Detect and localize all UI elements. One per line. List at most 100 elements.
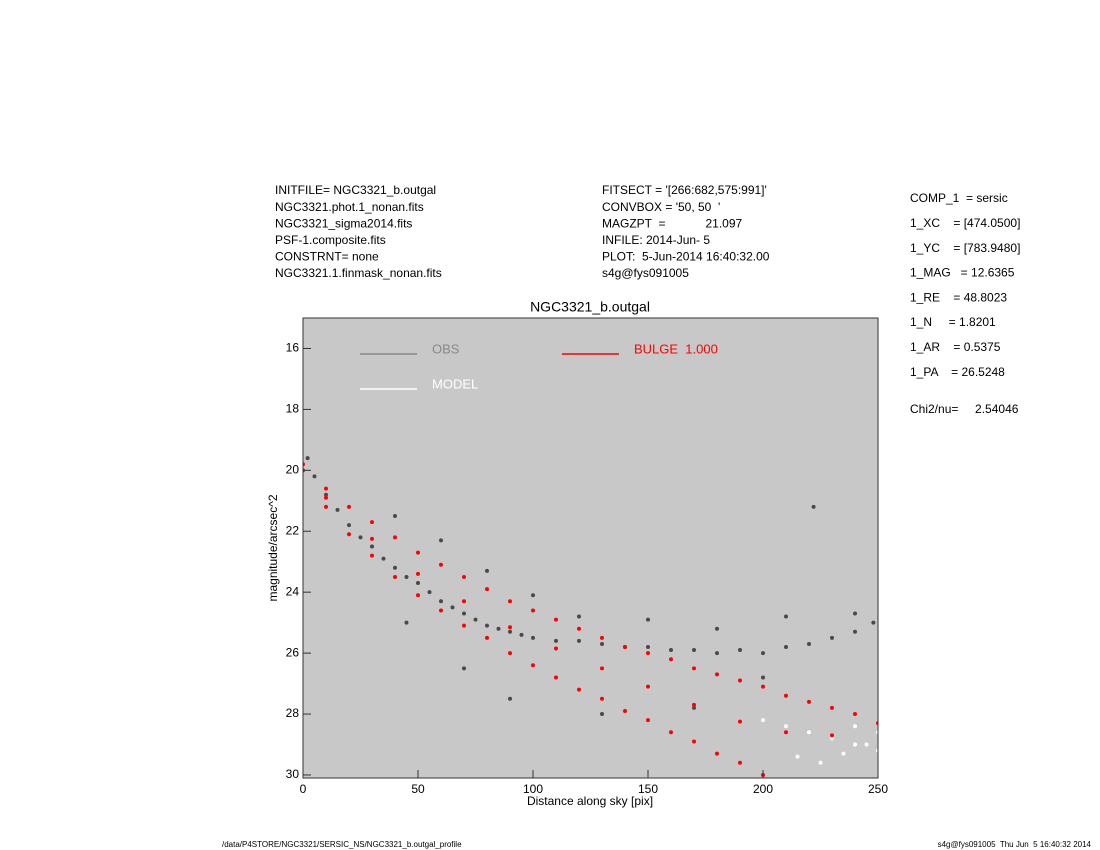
fit-param: 1_AR = 0.5375 — [910, 340, 1001, 354]
legend-label: MODEL — [432, 376, 478, 391]
point — [600, 712, 604, 717]
point — [600, 696, 604, 701]
point — [669, 657, 673, 662]
point — [393, 574, 397, 579]
point — [416, 593, 420, 598]
point — [807, 699, 811, 704]
point — [508, 599, 512, 604]
x-tick-label: 150 — [638, 782, 658, 796]
point — [370, 536, 374, 541]
point — [519, 632, 524, 637]
point — [646, 684, 650, 689]
point — [393, 535, 397, 540]
point — [531, 593, 535, 598]
point — [577, 638, 581, 643]
point — [485, 635, 489, 640]
point — [485, 623, 489, 628]
point — [531, 635, 535, 640]
fit-param: 1_PA = 26.5248 — [910, 365, 1005, 379]
point — [554, 646, 558, 651]
point — [738, 678, 742, 683]
fit-param: 1_XC = [474.0500] — [910, 216, 1020, 230]
point — [761, 684, 765, 689]
point — [600, 666, 604, 671]
point — [462, 574, 466, 579]
point — [473, 617, 478, 622]
point — [439, 538, 443, 543]
point — [692, 702, 696, 707]
y-tick-label: 20 — [286, 462, 300, 476]
header-line: NGC3321_sigma2014.fits — [275, 216, 412, 230]
point — [853, 742, 857, 747]
point — [370, 520, 374, 525]
x-tick-label: 50 — [411, 782, 425, 796]
footer-right: s4g@fys091005 Thu Jun 5 16:40:32 2014 — [938, 840, 1092, 849]
point — [830, 733, 834, 738]
point — [738, 719, 742, 724]
point — [416, 571, 420, 576]
point — [646, 617, 650, 622]
header-line: MAGZPT = 21.097 — [602, 216, 742, 230]
y-axis-label: magnitude/arcsec^2 — [266, 494, 280, 601]
point — [508, 629, 512, 634]
x-tick-label: 0 — [300, 782, 307, 796]
point — [439, 608, 443, 613]
point — [807, 730, 811, 735]
point — [554, 617, 558, 622]
point — [807, 641, 811, 646]
point — [761, 718, 765, 723]
plot-frame — [302, 317, 879, 779]
point — [347, 523, 351, 528]
y-tick-label: 22 — [286, 523, 300, 537]
point — [600, 635, 604, 640]
point — [554, 675, 558, 680]
y-tick-label: 18 — [286, 402, 300, 416]
point — [347, 504, 351, 509]
point — [462, 623, 466, 628]
point — [404, 620, 409, 625]
point — [577, 687, 581, 692]
point — [358, 535, 363, 540]
chi2: Chi2/nu= 2.54046 — [910, 402, 1019, 416]
point — [830, 705, 834, 710]
point — [761, 675, 765, 680]
point — [324, 486, 328, 491]
point — [393, 514, 397, 519]
point — [715, 651, 719, 656]
x-tick-label: 200 — [753, 782, 773, 796]
point — [692, 705, 696, 710]
footer-left: /data/P4STORE/NGC3321/SERSIC_NS/NGC3321_… — [222, 840, 462, 849]
point — [508, 625, 512, 630]
fit-param: 1_MAG = 12.6365 — [910, 266, 1015, 280]
point — [738, 760, 742, 765]
point — [830, 635, 834, 640]
point — [416, 550, 420, 555]
point — [853, 611, 857, 616]
point — [439, 562, 443, 567]
point — [577, 614, 581, 619]
header-line: CONSTRNT= none — [275, 250, 379, 264]
x-tick-label: 100 — [523, 782, 543, 796]
header-line: CONVBOX = '50, 50 ' — [602, 200, 720, 214]
point — [738, 648, 742, 653]
point — [347, 532, 351, 537]
legend-label: BULGE 1.000 — [634, 341, 718, 356]
point — [312, 474, 317, 479]
point — [669, 730, 673, 735]
point — [818, 760, 823, 765]
point — [462, 611, 466, 616]
point — [554, 638, 558, 643]
point — [577, 626, 581, 631]
point — [450, 605, 455, 610]
x-axis-label: Distance along sky [pix] — [527, 794, 653, 808]
point — [324, 495, 328, 500]
point — [784, 730, 788, 735]
y-tick-label: 30 — [286, 767, 300, 781]
point — [427, 590, 432, 595]
point — [508, 651, 512, 656]
point — [864, 742, 869, 747]
legend-label: OBS — [432, 341, 460, 356]
point — [646, 718, 650, 723]
point — [692, 666, 696, 671]
